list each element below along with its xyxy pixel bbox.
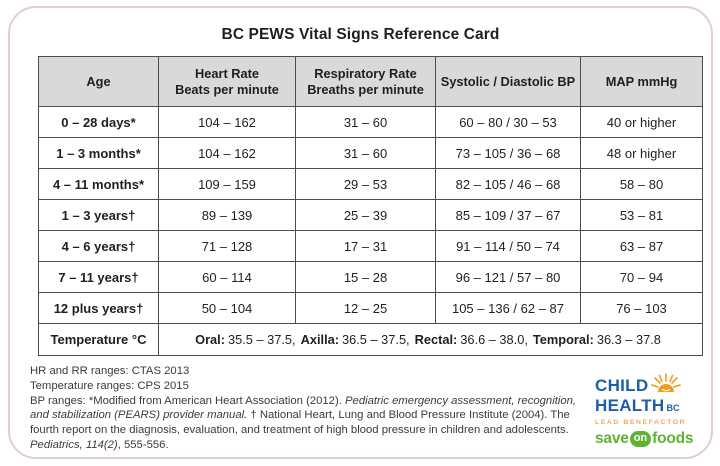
age-cell: 12 plus years† [38,292,159,324]
oral-label: Oral: [195,332,225,347]
heart-rate-cell: 71 – 128 [158,230,296,262]
temperature-row: Temperature °C Oral: 35.5 – 37.5, Axilla: 3… [38,323,703,356]
age-cell: 1 – 3 years† [38,199,159,231]
axilla-label: Axilla: [300,332,340,347]
save-on-foods-logo: save on foods [595,430,713,448]
logo-block: CHILD HEALTH [595,372,713,448]
bp-cell: 85 – 109 / 37 – 67 [435,199,581,231]
table-row: 0 – 28 days* 104 – 162 31 – 60 60 – 80 /… [38,106,703,138]
heart-rate-cell: 104 – 162 [158,137,296,169]
respiratory-rate-cell: 31 – 60 [295,137,436,169]
respiratory-rate-cell: 29 – 53 [295,168,436,200]
footnote-bp-italic-1: Pediatric emergency assessment, recognit… [30,394,577,422]
age-cell: 4 – 6 years† [38,230,159,262]
footnote-bp-text-1: BP ranges: *Modified from American Heart… [30,394,345,407]
child-health-logo: CHILD [595,372,713,398]
bp-cell: 73 – 105 / 36 – 68 [435,137,581,169]
table-row: 4 – 11 months* 109 – 159 29 – 53 82 – 10… [38,168,703,200]
footnote-bp-italic-2: Pediatrics, 114(2) [30,438,118,451]
map-cell: 40 or higher [580,106,703,138]
sof-save: save [595,430,629,448]
axilla-value: 36.5 – 37.5, [342,332,410,347]
table-row: 1 – 3 years† 89 – 139 25 – 39 85 – 109 /… [38,199,703,231]
child-health-word-1: CHILD [595,375,649,395]
heart-rate-cell: 89 – 139 [158,199,296,231]
footnotes: HR and RR ranges: CTAS 2013 Temperature … [30,364,590,453]
heart-rate-cell: 104 – 162 [158,106,296,138]
age-cell: 4 – 11 months* [38,168,159,200]
age-cell: 1 – 3 months* [38,137,159,169]
rectal-value: 36.6 – 38.0, [460,332,528,347]
column-header-heart-rate: Heart Rate Beats per minute [158,56,296,107]
rectal-label: Rectal: [414,332,458,347]
column-header-age: Age [38,56,159,107]
lead-benefactor-label: LEAD BENEFACTOR [595,419,687,427]
age-cell: 7 – 11 years† [38,261,159,293]
bp-cell: 82 – 105 / 46 – 68 [435,168,581,200]
map-cell: 63 – 87 [580,230,703,262]
footnote-hr-rr: HR and RR ranges: CTAS 2013 [30,365,190,377]
column-header-map: MAP mmHg [580,56,703,107]
table-row: 4 – 6 years† 71 – 128 17 – 31 91 – 114 /… [38,230,703,262]
card-title: BC PEWS Vital Signs Reference Card [221,26,500,43]
bp-cell: 96 – 121 / 57 – 80 [435,261,581,293]
bp-cell: 105 – 136 / 62 – 87 [435,292,581,324]
temperature-values-cell: Oral: 35.5 – 37.5, Axilla: 36.5 – 37.5, Rect… [158,323,703,356]
bp-cell: 60 – 80 / 30 – 53 [435,106,581,138]
table-row: 1 – 3 months* 104 – 162 31 – 60 73 – 105… [38,137,703,169]
footnote-bp: BP ranges: *Modified from American Heart… [30,394,590,453]
heart-rate-cell: 109 – 159 [158,168,296,200]
column-header-bp: Systolic / Diastolic BP [435,56,581,107]
table-header-row: Age Heart Rate Beats per minute Respirat… [38,56,703,107]
table-row: 7 – 11 years† 60 – 114 15 – 28 96 – 121 … [38,261,703,293]
temporal-label: Temporal: [532,332,594,347]
oral-value: 35.5 – 37.5, [228,332,296,347]
map-cell: 76 – 103 [580,292,703,324]
child-health-word-2: HEALTH [595,396,665,415]
temperature-label-cell: Temperature °C [38,323,159,356]
footnote-bp-text-2: † National Heart, Lung and Blood Pressur… [30,409,570,437]
map-cell: 70 – 94 [580,261,703,293]
footnote-bp-text-3: , 555-556. [117,438,169,451]
vital-signs-table: Age Heart Rate Beats per minute Respirat… [38,56,703,356]
child-health-logo-line-2: HEALTH BC [595,396,713,415]
respiratory-rate-cell: 25 – 39 [295,199,436,231]
reference-card: BC PEWS Vital Signs Reference Card Age H… [8,6,713,459]
respiratory-rate-cell: 31 – 60 [295,106,436,138]
map-cell: 58 – 80 [580,168,703,200]
temporal-value: 36.3 – 37.8 [596,332,661,347]
child-health-bc: BC [666,403,680,414]
respiratory-rate-cell: 17 – 31 [295,230,436,262]
heart-rate-cell: 50 – 104 [158,292,296,324]
sun-icon [651,372,682,398]
sof-foods: foods [652,430,694,448]
footnote-temperature: Temperature ranges: CPS 2015 [30,379,189,392]
age-cell: 0 – 28 days* [38,106,159,138]
bp-cell: 91 – 114 / 50 – 74 [435,230,581,262]
column-header-respiratory-rate: Respiratory Rate Breaths per minute [295,56,436,107]
respiratory-rate-cell: 12 – 25 [295,292,436,324]
map-cell: 53 – 81 [580,199,703,231]
sof-on-badge: on [629,431,652,448]
map-cell: 48 or higher [580,137,703,169]
heart-rate-cell: 60 – 114 [158,261,296,293]
respiratory-rate-cell: 15 – 28 [295,261,436,293]
table-row: 12 plus years† 50 – 104 12 – 25 105 – 13… [38,292,703,324]
